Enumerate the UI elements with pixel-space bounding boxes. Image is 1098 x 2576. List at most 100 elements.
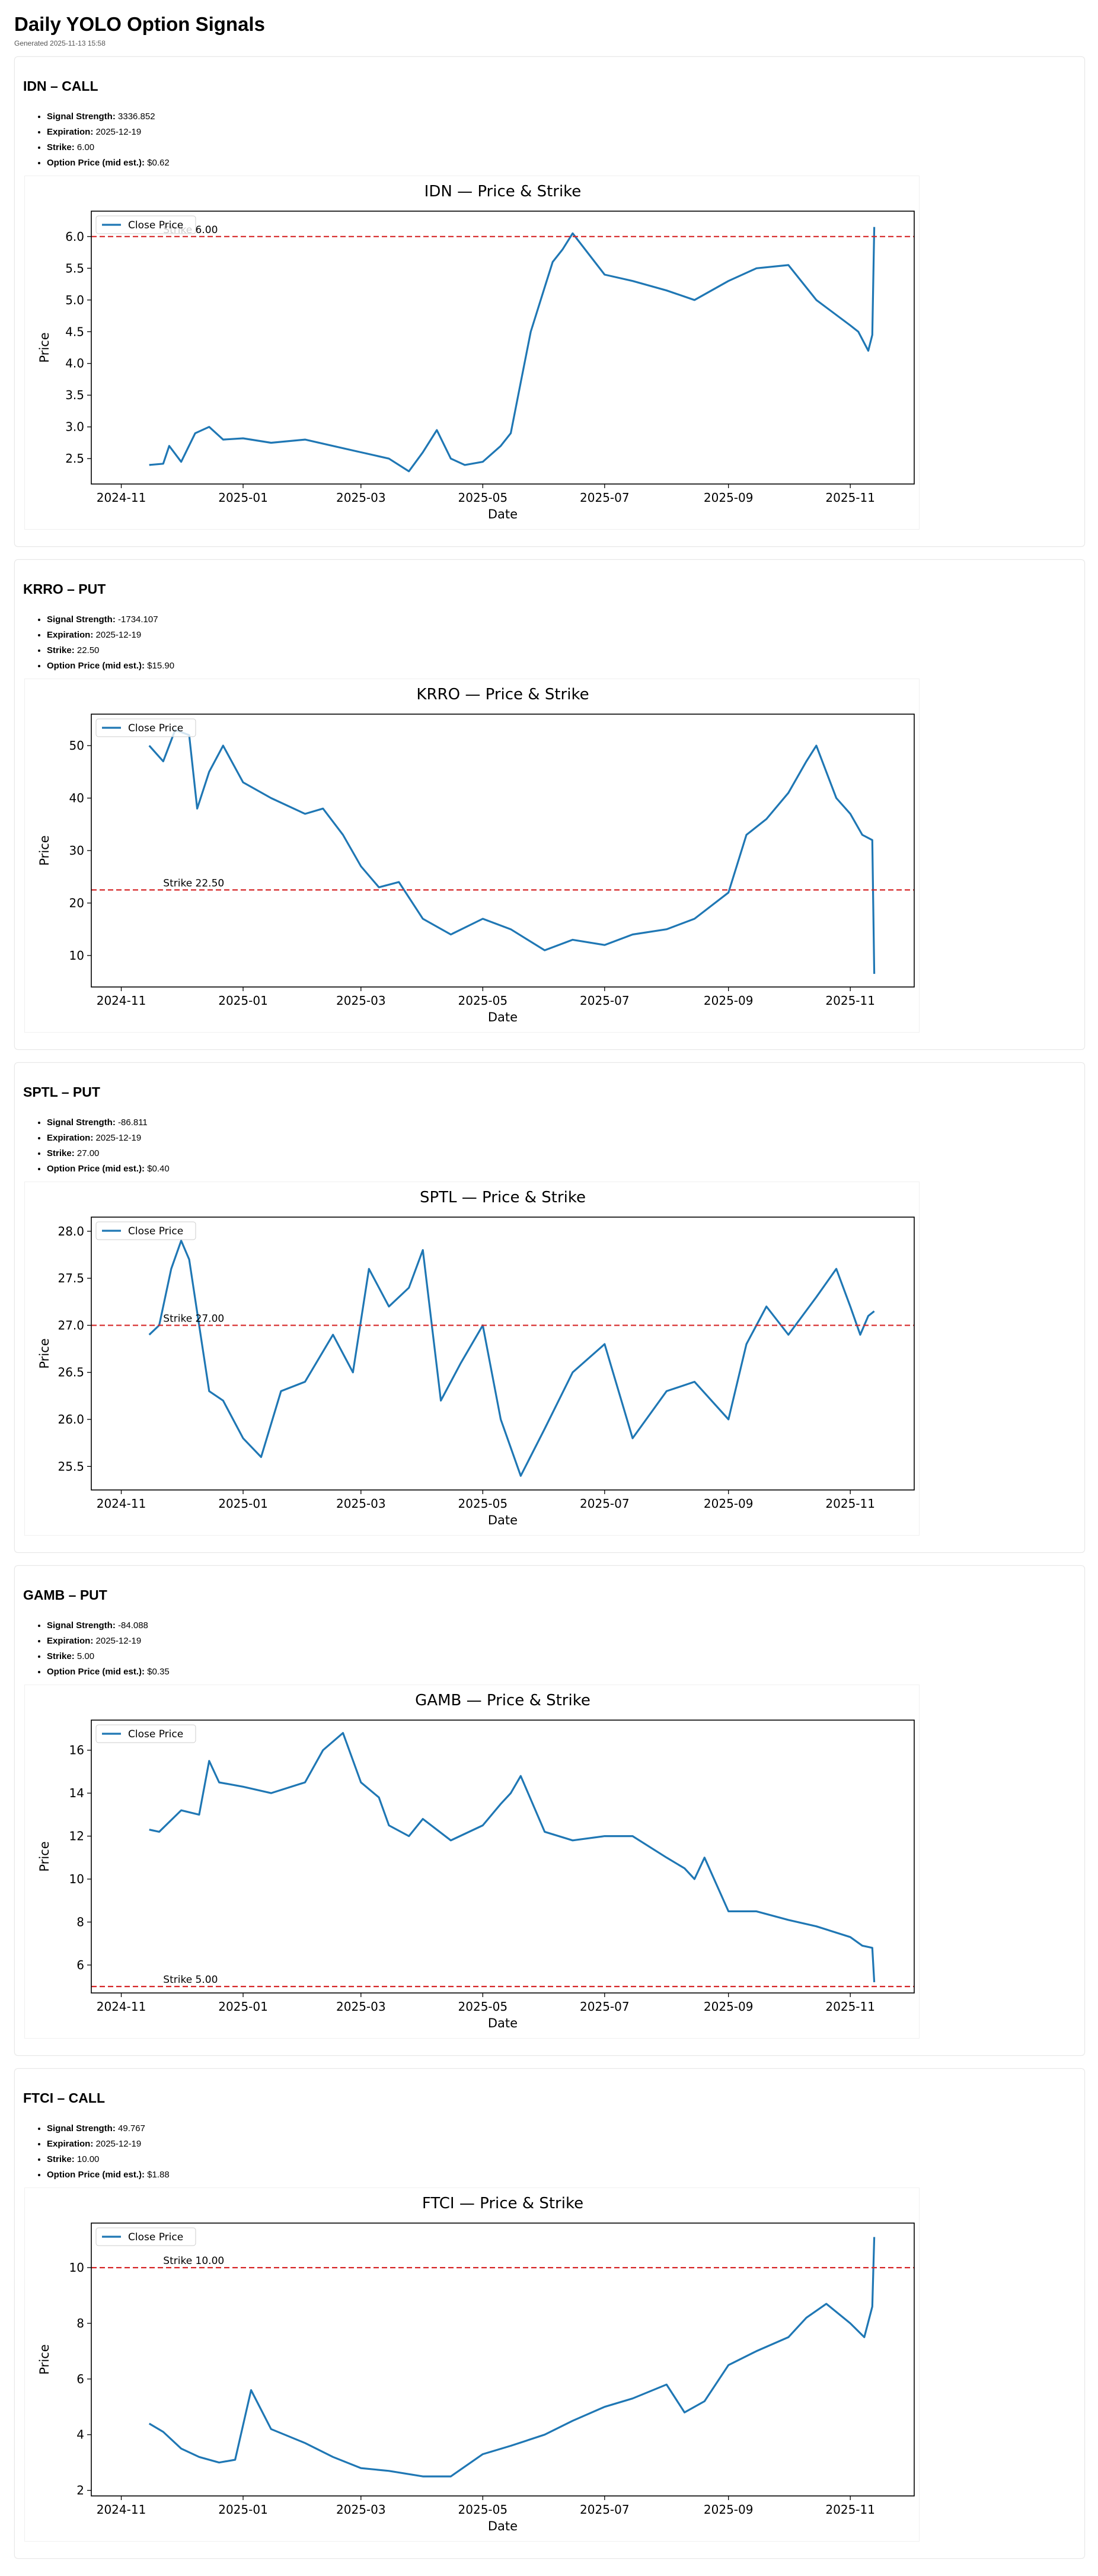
expiration-value: 2025-12-19 [95,2139,142,2149]
strike-label: Strike: [47,142,75,152]
strike-row: Strike: 22.50 [47,643,174,658]
chart-svg: GAMB — Price & Strike 2024-11 2025-01 2025-… [37,1692,915,2030]
y-tick-label: 12 [69,1829,84,1843]
signal-title: KRRO – PUT [23,581,106,597]
signal-strength-value: -1734.107 [118,614,158,625]
expiration-label: Expiration: [47,1636,94,1646]
x-tick-label: 2025-01 [218,491,268,505]
generated-timestamp: Generated 2025-11-13 15:58 [14,39,106,47]
option-price-label: Option Price (mid est.): [47,1164,145,1174]
expiration-label: Expiration: [47,630,94,640]
strike-row: Strike: 10.00 [47,2152,170,2167]
strike-label: Strike: [47,1651,75,1661]
y-tick-label: 28.0 [58,1224,84,1238]
x-tick-label: 2025-11 [825,1999,875,2014]
expiration-label: Expiration: [47,2139,94,2149]
signal-strength-value: 3336.852 [118,112,155,122]
option-price-value: $15.90 [147,661,175,671]
y-tick-label: 14 [69,1786,84,1800]
price-strike-chart: FTCI — Price & Strike 2024-11 2025-01 2025-… [24,2187,920,2542]
signal-strength-label: Signal Strength: [47,1117,116,1128]
signal-card: SPTL – PUTSignal Strength: -86.811Expira… [14,1062,1085,1553]
chart-svg: FTCI — Price & Strike 2024-11 2025-01 2025-… [37,2195,915,2533]
y-tick-label: 30 [69,843,84,858]
y-tick-label: 5.0 [65,293,84,307]
chart-svg: SPTL — Price & Strike 2024-11 2025-01 2025-… [37,1189,915,1527]
signal-card: GAMB – PUT Signal Strength: -84.088Expira… [14,1565,1085,2056]
x-tick-label: 2025-03 [336,1496,386,1511]
y-tick-label: 4.0 [65,356,84,371]
option-price-label: Option Price (mid est.): [47,1667,145,1677]
y-tick-label: 16 [69,1743,84,1757]
x-tick-label: 2024-11 [97,1999,146,2014]
option-price-row: Option Price (mid est.): $1.88 [47,2167,170,2183]
x-axis-label: Date [488,2016,518,2030]
x-tick-label: 2024-11 [97,491,146,505]
legend-label: Close Price [128,1225,183,1237]
close-price-line [148,2237,876,2478]
x-tick-label: 2024-11 [97,1496,146,1511]
legend-label: Close Price [128,722,183,734]
chart-svg: IDN — Price & Strike 2024-11 2025-01 2025-0… [37,183,915,521]
option-price-label: Option Price (mid est.): [47,661,145,671]
x-tick-label: 2025-01 [218,1496,268,1511]
expiration-label: Expiration: [47,127,94,137]
expiration-row: Expiration: 2025-12-19 [47,2136,170,2152]
y-tick-label: 6.0 [65,230,84,244]
signal-title: GAMB – PUT [23,1587,107,1603]
signal-details: Signal Strength: -84.088Expiration: 2025… [47,1618,170,1680]
chart-title: IDN — Price & Strike [424,183,582,200]
x-tick-label: 2025-09 [704,491,754,505]
option-price-row: Option Price (mid est.): $0.62 [47,155,170,171]
y-tick-label: 4 [76,2428,84,2442]
signal-details: Signal Strength: -1734.107Expiration: 20… [47,612,174,674]
signal-strength-label: Signal Strength: [47,1620,116,1631]
x-tick-label: 2025-09 [704,994,754,1008]
legend-box [95,2227,196,2246]
x-tick-label: 2025-09 [704,1999,754,2014]
y-tick-label: 4.5 [65,324,84,339]
y-tick-label: 26.5 [58,1365,84,1380]
x-tick-label: 2025-03 [336,491,386,505]
y-tick-label: 5.5 [65,261,84,275]
strike-row: Strike: 6.00 [47,140,170,155]
y-tick-label: 10 [69,948,84,963]
signal-details: Signal Strength: -86.811Expiration: 2025… [47,1115,170,1177]
signal-strength-row: Signal Strength: -1734.107 [47,612,174,628]
y-axis-label: Price [37,1338,52,1368]
x-tick-label: 2025-05 [458,1999,508,2014]
y-tick-label: 8 [76,1915,84,1929]
price-strike-chart: GAMB — Price & Strike 2024-11 2025-01 2025-… [24,1685,920,2039]
strike-value: 6.00 [76,142,95,152]
signal-title: IDN – CALL [23,78,98,94]
x-tick-label: 2025-03 [336,1999,386,2014]
x-tick-label: 2025-09 [704,1496,754,1511]
chart-title: KRRO — Price & Strike [416,686,589,703]
y-tick-label: 6 [76,2372,84,2386]
y-tick-label: 10 [69,2260,84,2275]
x-tick-label: 2024-11 [97,2502,146,2517]
strike-label: Strike 22.50 [163,877,224,889]
signal-strength-value: 49.767 [118,2123,145,2134]
signal-strength-row: Signal Strength: 49.767 [47,2121,170,2136]
y-tick-label: 27.5 [58,1271,84,1285]
expiration-value: 2025-12-19 [95,127,142,137]
option-price-value: $0.62 [147,158,170,168]
signal-details: Signal Strength: 3336.852Expiration: 202… [47,109,170,171]
close-price-line [149,227,876,473]
chart-legend: Close Price [95,1724,196,1743]
option-price-value: $0.40 [147,1164,170,1174]
plot-area [91,1217,915,1491]
strike-label: Strike: [47,645,75,655]
strike-label: Strike: [47,1148,75,1158]
y-axis-label: Price [37,332,52,362]
x-tick-label: 2025-11 [825,1496,875,1511]
x-tick-label: 2025-01 [218,1999,268,2014]
x-tick-label: 2025-07 [580,994,630,1008]
x-tick-label: 2025-09 [704,2502,754,2517]
x-axis-label: Date [488,2519,518,2533]
x-tick-label: 2024-11 [97,994,146,1008]
y-tick-label: 26.0 [58,1412,84,1426]
price-strike-chart: SPTL — Price & Strike 2024-11 2025-01 2025-… [24,1182,920,1536]
x-tick-label: 2025-11 [825,2502,875,2517]
